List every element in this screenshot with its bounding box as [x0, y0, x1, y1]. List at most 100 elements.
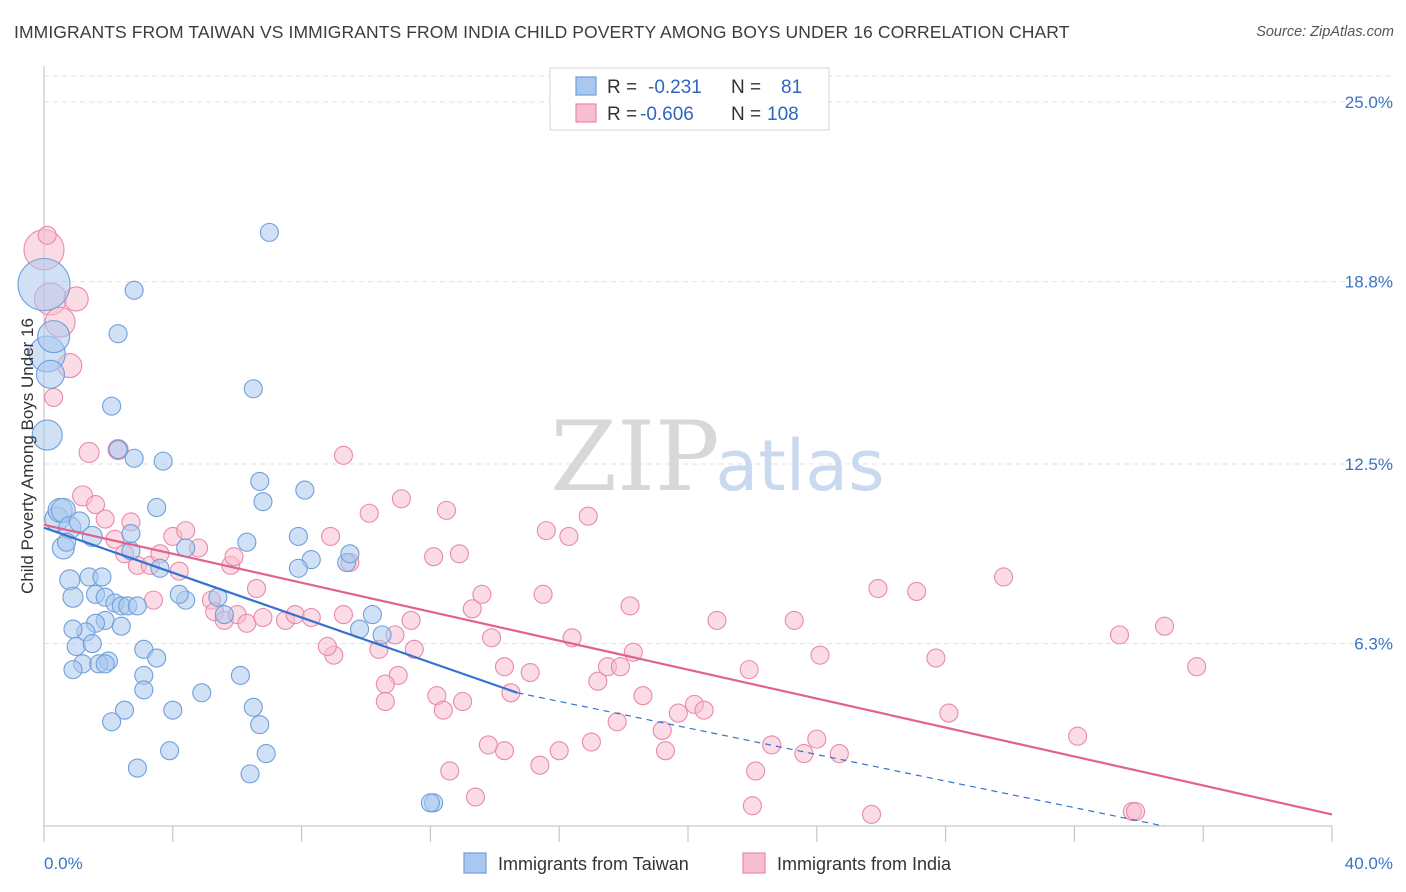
- data-point-taiwan: [288, 558, 308, 578]
- data-point-taiwan: [124, 280, 144, 300]
- data-point-taiwan: [31, 419, 63, 451]
- data-point-india: [994, 567, 1014, 587]
- legend-taiwan-r-label: R =: [607, 77, 637, 98]
- data-point-taiwan: [340, 544, 360, 564]
- data-point-india: [482, 628, 502, 648]
- data-point-india: [620, 596, 640, 616]
- data-point-india: [530, 755, 550, 775]
- data-point-taiwan: [108, 440, 128, 460]
- data-point-taiwan: [127, 596, 147, 616]
- data-point-india: [465, 787, 486, 807]
- bottom-legend-swatch-india: [742, 852, 766, 874]
- data-point-india: [578, 506, 598, 526]
- data-point-taiwan: [124, 448, 144, 468]
- data-point-india: [494, 741, 515, 761]
- data-point-taiwan: [17, 257, 71, 312]
- data-point-taiwan: [66, 636, 86, 657]
- data-point-india: [85, 495, 106, 515]
- data-point-india: [610, 657, 630, 677]
- chart-title: IMMIGRANTS FROM TAIWAN VS IMMIGRANTS FRO…: [14, 22, 1070, 42]
- source-label: Source: ZipAtlas.com: [1256, 24, 1394, 40]
- data-point-taiwan: [102, 396, 122, 416]
- data-point-taiwan: [160, 741, 180, 761]
- data-point-india: [746, 761, 766, 781]
- data-point-india: [707, 610, 727, 630]
- data-point-taiwan: [250, 471, 270, 491]
- y-tick-label: 6.3%: [1354, 635, 1393, 654]
- data-point-taiwan: [288, 526, 308, 546]
- data-point-india: [359, 503, 379, 523]
- data-point-india: [246, 578, 267, 599]
- data-point-taiwan: [372, 625, 392, 645]
- data-point-india: [449, 544, 469, 564]
- trendline-taiwan: [43, 526, 518, 694]
- data-point-india: [237, 613, 257, 633]
- data-point-india: [926, 648, 946, 668]
- data-point-india: [607, 712, 627, 732]
- data-point-india: [375, 691, 395, 712]
- data-point-taiwan: [240, 764, 260, 784]
- trendline-india: [43, 523, 1333, 816]
- bottom-legend-india: Immigrants from India: [777, 854, 952, 874]
- y-axis-title: Child Poverty Among Boys Under 16: [18, 318, 37, 594]
- data-point-india: [401, 610, 421, 630]
- data-point-taiwan: [63, 619, 83, 639]
- data-point-india: [655, 741, 676, 761]
- data-point-taiwan: [214, 605, 234, 625]
- grid-lines: [44, 75, 1394, 645]
- data-point-india: [440, 761, 460, 781]
- watermark-atlas: atlas: [715, 425, 884, 507]
- data-point-india: [333, 445, 354, 465]
- data-point-india: [424, 547, 444, 567]
- data-point-india: [494, 657, 515, 677]
- data-point-taiwan: [147, 648, 167, 668]
- legend: R = -0.231 N = 81 R = -0.606 N = 108: [549, 67, 830, 131]
- data-point-taiwan: [230, 665, 250, 685]
- x-tick-max: 40.0%: [1345, 854, 1393, 873]
- bottom-legend-swatch-taiwan: [463, 852, 487, 874]
- y-tick-label: 25.0%: [1345, 93, 1393, 112]
- legend-taiwan-n-value: 81: [781, 77, 802, 98]
- data-point-taiwan: [153, 451, 173, 471]
- data-point-india: [391, 489, 411, 509]
- trend-lines: [43, 523, 1333, 826]
- data-point-taiwan: [121, 523, 141, 544]
- data-point-india: [536, 521, 556, 541]
- data-point-india: [224, 547, 244, 567]
- data-point-india: [762, 735, 782, 755]
- data-point-taiwan: [111, 616, 131, 636]
- data-point-taiwan: [114, 700, 135, 720]
- data-point-india: [588, 671, 608, 691]
- legend-india-n-label: N =: [731, 104, 761, 125]
- data-point-india: [253, 607, 273, 628]
- data-point-taiwan: [243, 697, 263, 717]
- data-point-india: [868, 578, 888, 599]
- data-point-india: [907, 581, 927, 601]
- data-point-india: [807, 729, 827, 749]
- legend-india-r-value: -0.606: [640, 104, 694, 125]
- data-point-taiwan: [256, 744, 276, 764]
- bottom-legend-taiwan: Immigrants from Taiwan: [498, 854, 689, 874]
- data-point-india: [95, 509, 115, 529]
- data-point-taiwan: [37, 320, 71, 354]
- trendline-taiwan-extension: [517, 692, 1167, 826]
- data-point-taiwan: [243, 379, 263, 399]
- data-point-india: [462, 599, 482, 619]
- watermark: ZIP atlas: [550, 401, 884, 513]
- data-point-india: [581, 732, 601, 752]
- data-point-taiwan: [108, 324, 128, 344]
- watermark-zip: ZIP: [550, 401, 719, 513]
- x-tick-min: 0.0%: [44, 854, 83, 873]
- data-point-india: [321, 526, 341, 546]
- data-point-taiwan: [35, 359, 65, 389]
- data-point-taiwan: [134, 680, 154, 700]
- data-point-india: [1068, 726, 1088, 746]
- data-point-india: [939, 703, 959, 723]
- data-point-india: [472, 584, 492, 604]
- data-point-taiwan: [62, 586, 84, 608]
- data-point-india: [1187, 657, 1207, 677]
- data-point-taiwan: [253, 492, 273, 512]
- legend-taiwan-n-label: N =: [731, 77, 761, 98]
- data-point-india: [694, 700, 714, 720]
